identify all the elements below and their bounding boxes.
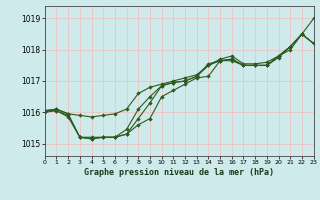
X-axis label: Graphe pression niveau de la mer (hPa): Graphe pression niveau de la mer (hPa) <box>84 168 274 177</box>
